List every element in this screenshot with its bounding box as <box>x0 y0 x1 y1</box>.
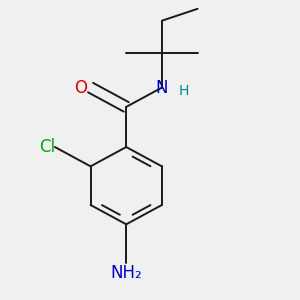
Text: H: H <box>178 84 189 98</box>
Text: O: O <box>75 79 88 97</box>
Text: Cl: Cl <box>39 138 55 156</box>
Text: NH₂: NH₂ <box>110 264 142 282</box>
Text: N: N <box>156 79 168 97</box>
